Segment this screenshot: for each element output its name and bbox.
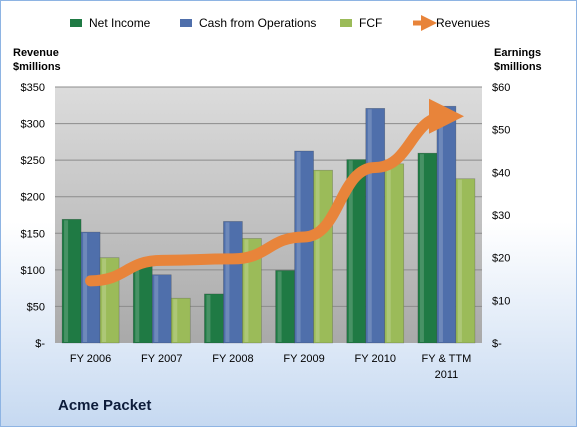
bar-highlight (438, 107, 443, 342)
bar-highlight (154, 275, 159, 342)
bar-highlight (135, 262, 140, 342)
legend-swatch (180, 19, 192, 27)
bar-highlight (173, 299, 178, 342)
legend-label: Cash from Operations (199, 16, 316, 30)
right-axis-title-line1: Earnings (494, 47, 541, 59)
left-tick-label: $350 (21, 82, 45, 94)
bar-fcf (170, 297, 191, 344)
right-axis-ticks: $- $10 $20 $30 $40 $50 $60 (492, 82, 510, 350)
left-tick-label: $100 (21, 265, 45, 277)
bar-fcf (242, 238, 262, 344)
bar-highlight (206, 294, 211, 342)
revenue-line (85, 98, 465, 287)
category-label: FY 2008 (212, 353, 253, 365)
category-label: FY 2009 (283, 353, 324, 365)
bar-highlight (277, 271, 282, 342)
plot-area (55, 87, 482, 343)
bar-highlight (296, 152, 301, 342)
bar-highlight (419, 154, 424, 342)
category-labels: FY 2006 FY 2007 FY 2008 FY 2009 FY 2010 FY & … (70, 353, 471, 381)
legend-label: Revenues (436, 16, 490, 30)
category-label: FY 2006 (70, 353, 111, 365)
left-tick-label: $50 (27, 301, 45, 313)
left-axis-title-line2: $millions (13, 61, 61, 73)
right-tick-label: $60 (492, 82, 510, 94)
bar-highlight (244, 239, 249, 342)
left-tick-label: $300 (21, 119, 45, 131)
category-label: FY & TTM (422, 353, 472, 365)
left-tick-label: $150 (21, 228, 45, 240)
left-axis-title-line1: Revenue (13, 47, 59, 59)
right-tick-label: $20 (492, 253, 510, 265)
bar-highlight (348, 160, 353, 342)
right-tick-label: $50 (492, 125, 510, 137)
bar-highlight (367, 109, 372, 342)
chart-title: Acme Packet (58, 397, 152, 414)
bar-highlight (386, 164, 391, 342)
bar-highlight (457, 179, 462, 342)
bar-fcf (455, 178, 476, 344)
category-label-line2: 2011 (435, 369, 459, 381)
bar-highlight (102, 258, 107, 342)
right-axis-title-line2: $millions (494, 61, 542, 73)
bar-highlight (83, 233, 88, 342)
right-tick-label: $30 (492, 210, 510, 222)
legend: Net Income Cash from Operations FCF Revenue… (70, 14, 490, 32)
category-label: FY 2010 (355, 353, 396, 365)
left-tick-label: $- (35, 338, 45, 350)
bar-highlight (225, 222, 230, 342)
revenue-line-path (85, 98, 465, 287)
bar-net-income (61, 218, 82, 344)
bar-highlight (315, 171, 320, 342)
legend-label: Net Income (89, 16, 151, 30)
category-label: FY 2007 (141, 353, 182, 365)
legend-swatch (70, 19, 82, 27)
left-tick-label: $250 (21, 155, 45, 167)
legend-label: FCF (359, 16, 382, 30)
left-tick-label: $200 (21, 192, 45, 204)
right-tick-label: $10 (492, 295, 510, 307)
bars (61, 105, 476, 344)
left-axis-ticks: $- $50 $100 $150 $200 $250 $300 $350 (21, 82, 46, 350)
legend-swatch (340, 19, 352, 27)
bar-highlight (64, 220, 69, 342)
right-tick-label: $40 (492, 167, 510, 179)
right-tick-label: $- (492, 338, 502, 350)
